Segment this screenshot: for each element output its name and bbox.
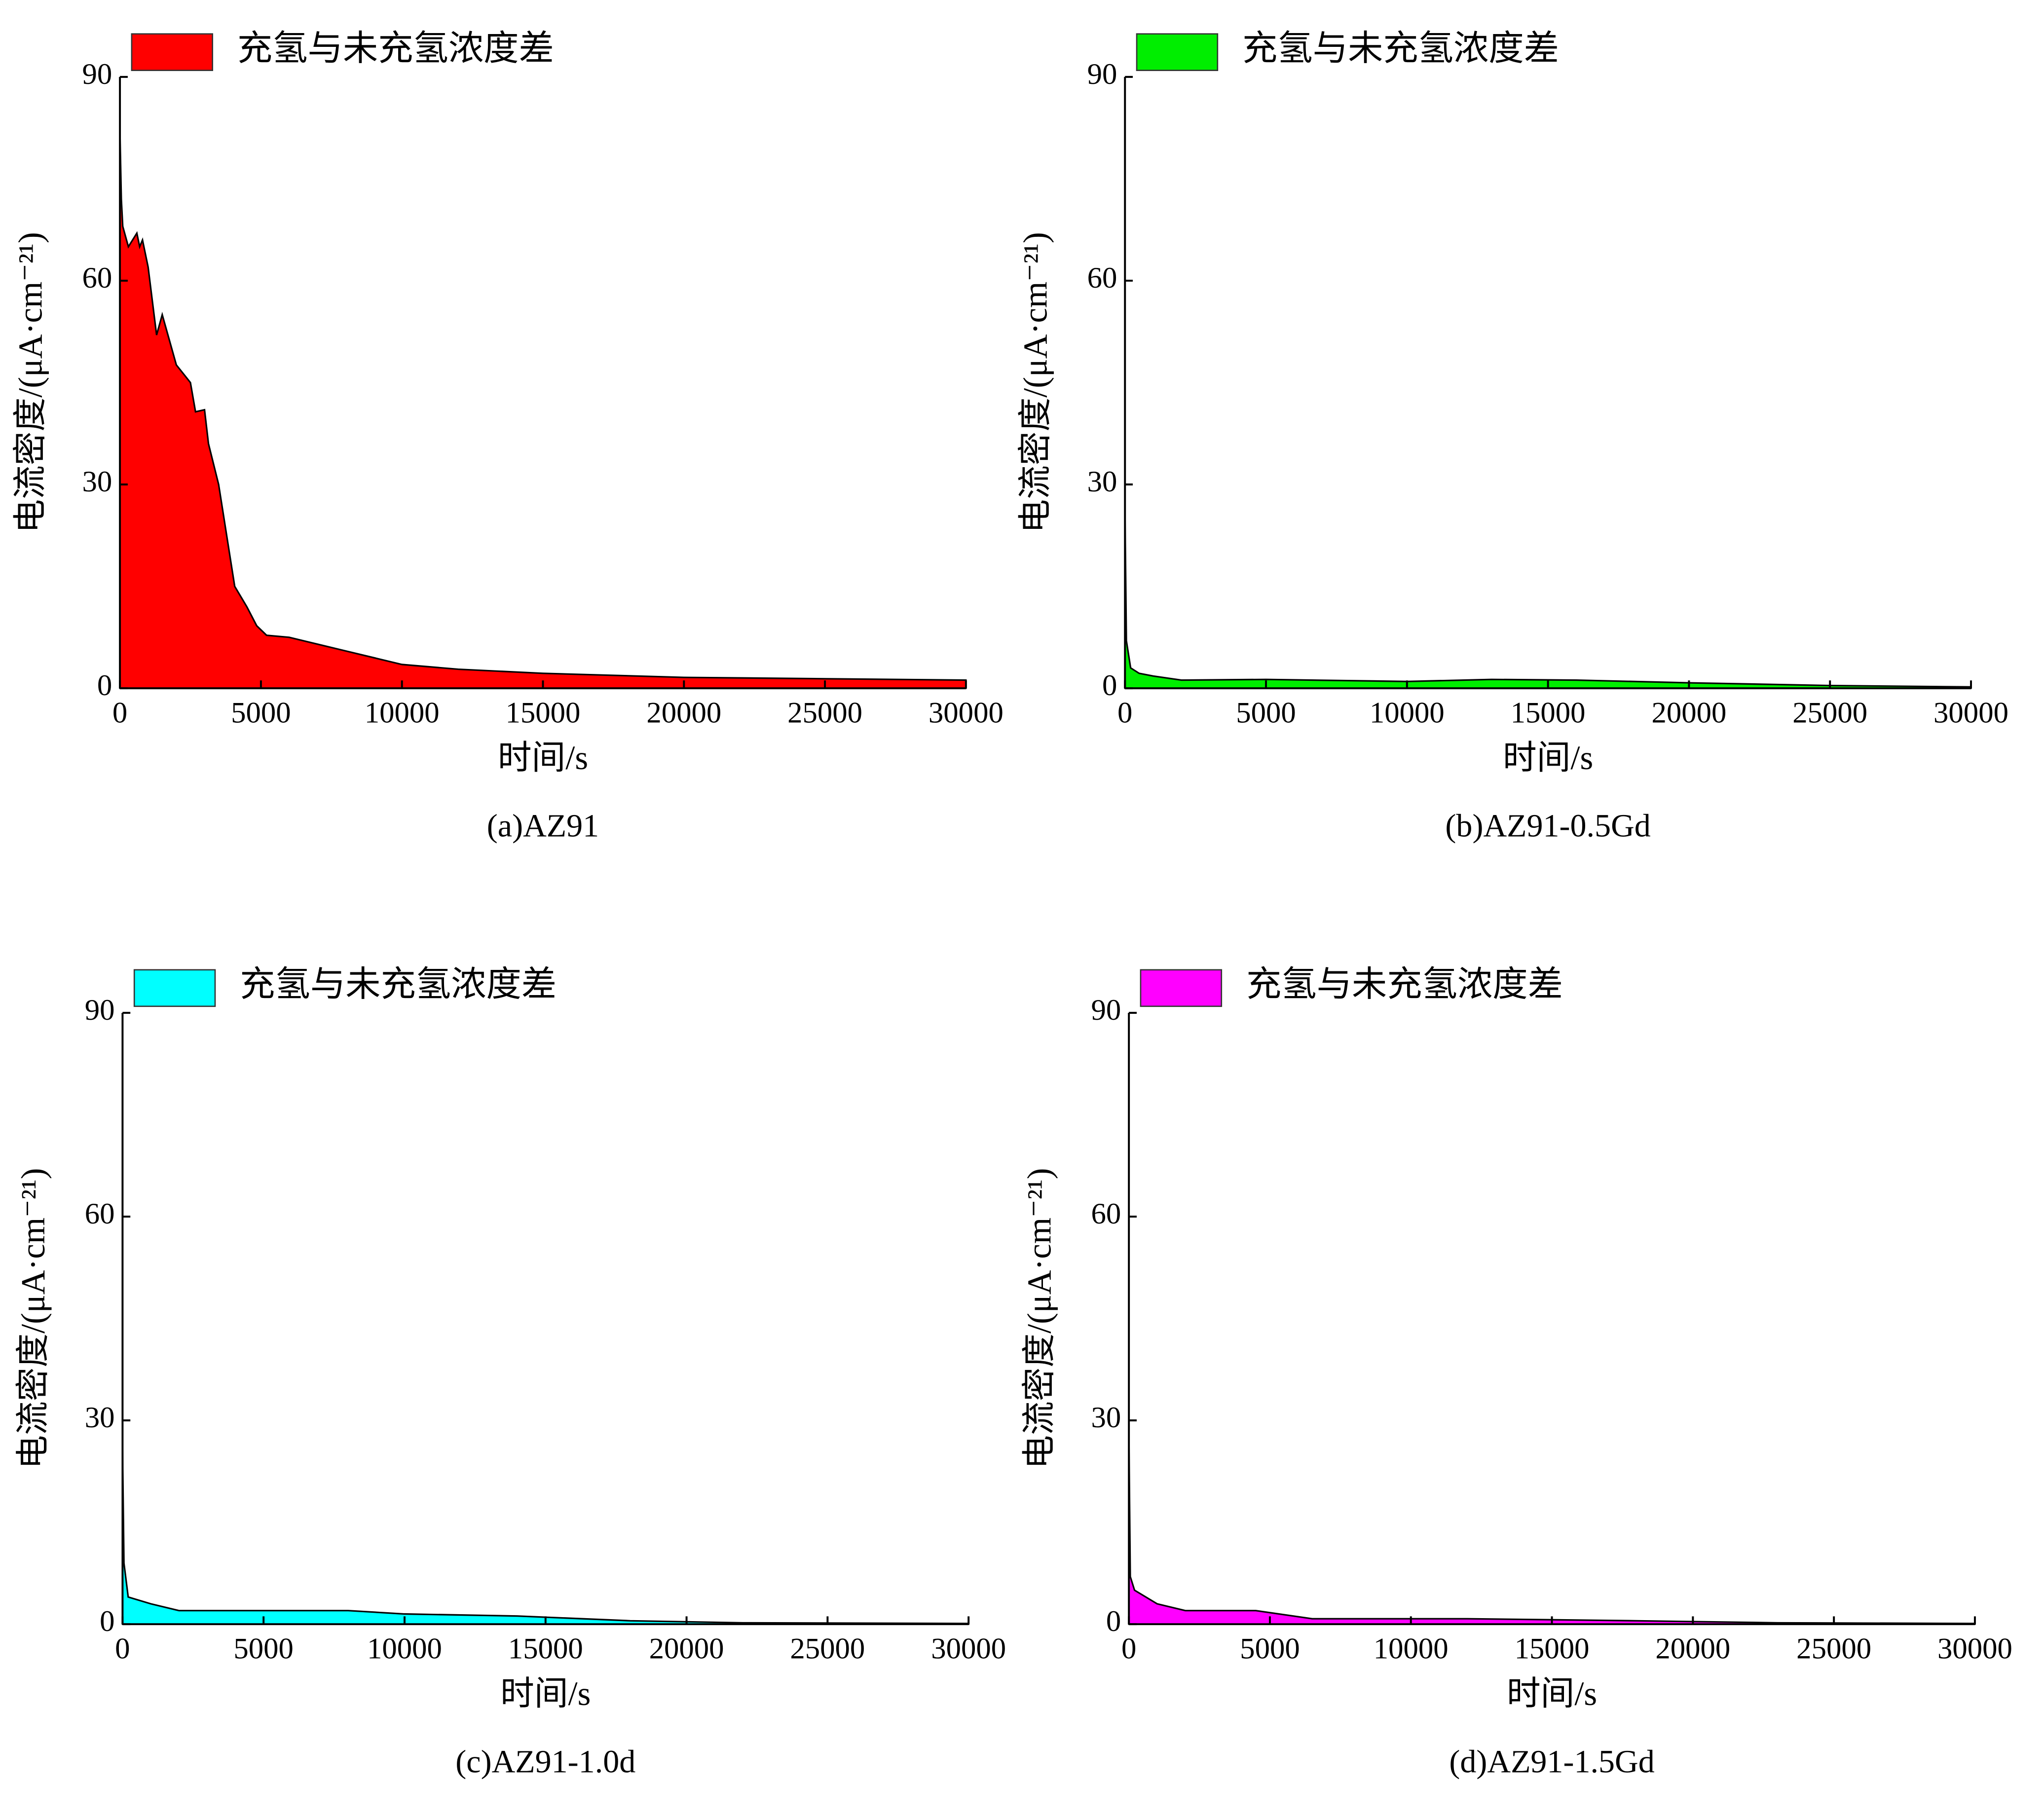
x-axis-label: 时间/s <box>1503 739 1593 777</box>
legend-label: 充氢与未充氢浓度差 <box>1242 29 1559 68</box>
x-axis-label: 时间/s <box>498 739 588 777</box>
x-tick-label: 30000 <box>929 697 1003 730</box>
x-tick-label: 30000 <box>1933 697 2008 730</box>
legend-label: 充氢与未充氢浓度差 <box>1246 965 1563 1004</box>
x-tick-label: 25000 <box>1792 697 1867 730</box>
legend-swatch <box>1136 33 1219 71</box>
x-axis-label: 时间/s <box>1507 1675 1597 1712</box>
caption: (b)AZ91-0.5Gd <box>1445 808 1650 844</box>
y-tick-label: 0 <box>1106 1605 1121 1638</box>
x-tick-label: 5000 <box>1240 1632 1300 1666</box>
y-tick-label: 60 <box>1087 261 1117 295</box>
legend-swatch <box>133 969 216 1007</box>
y-tick-label: 30 <box>82 465 112 498</box>
legend-label: 充氢与未充氢浓度差 <box>237 29 554 68</box>
x-tick-label: 5000 <box>231 697 291 730</box>
caption: (a)AZ91 <box>487 808 599 844</box>
x-tick-label: 0 <box>115 1632 130 1666</box>
caption: (d)AZ91-1.5Gd <box>1449 1744 1654 1780</box>
x-tick-label: 15000 <box>508 1632 583 1666</box>
area <box>119 131 967 689</box>
x-tick-label: 5000 <box>1236 697 1296 730</box>
x-tick-label: 10000 <box>367 1632 442 1666</box>
y-tick-label: 90 <box>85 994 115 1027</box>
y-tick-label: 60 <box>85 1197 115 1230</box>
x-tick-label: 10000 <box>365 697 440 730</box>
y-tick-label: 30 <box>1087 465 1117 498</box>
x-axis-label: 时间/s <box>500 1675 591 1712</box>
x-tick-label: 20000 <box>646 697 721 730</box>
area <box>121 1447 969 1625</box>
x-tick-label: 15000 <box>1511 697 1586 730</box>
x-tick-label: 10000 <box>1370 697 1445 730</box>
x-tick-label: 5000 <box>233 1632 294 1666</box>
area <box>1128 1434 1976 1625</box>
legend-swatch <box>1140 969 1223 1007</box>
x-tick-label: 20000 <box>1651 697 1726 730</box>
x-tick-label: 25000 <box>790 1632 865 1666</box>
y-axis-label: 电流密度/(μA·cm⁻²¹) <box>1017 232 1054 533</box>
y-tick-label: 0 <box>100 1605 114 1638</box>
y-axis-label: 电流密度/(μA·cm⁻²¹) <box>14 1168 52 1469</box>
y-axis-label: 电流密度/(μA·cm⁻²¹) <box>1021 1168 1058 1469</box>
x-tick-label: 30000 <box>931 1632 1006 1666</box>
x-tick-label: 25000 <box>787 697 862 730</box>
x-tick-label: 20000 <box>1655 1632 1730 1666</box>
x-tick-label: 15000 <box>506 697 581 730</box>
x-tick-label: 30000 <box>1937 1632 2012 1666</box>
y-tick-label: 90 <box>82 58 112 91</box>
y-axis-label: 电流密度/(μA·cm⁻²¹) <box>11 232 49 533</box>
y-tick-label: 90 <box>1091 994 1121 1027</box>
y-tick-label: 60 <box>82 261 112 295</box>
y-tick-label: 60 <box>1091 1197 1121 1230</box>
x-tick-label: 0 <box>112 697 127 730</box>
y-tick-label: 0 <box>1102 669 1117 702</box>
legend-label: 充氢与未充氢浓度差 <box>240 965 557 1004</box>
x-tick-label: 10000 <box>1374 1632 1449 1666</box>
y-tick-label: 0 <box>97 669 112 702</box>
y-tick-label: 30 <box>85 1401 115 1434</box>
x-tick-label: 0 <box>1121 1632 1136 1666</box>
y-tick-label: 90 <box>1087 58 1117 91</box>
area <box>1124 512 1972 689</box>
caption: (c)AZ91-1.0d <box>455 1744 635 1780</box>
x-tick-label: 25000 <box>1796 1632 1871 1666</box>
x-tick-label: 15000 <box>1515 1632 1590 1666</box>
x-tick-label: 20000 <box>649 1632 724 1666</box>
y-tick-label: 30 <box>1091 1401 1121 1434</box>
x-tick-label: 0 <box>1117 697 1132 730</box>
legend-swatch <box>131 33 214 71</box>
